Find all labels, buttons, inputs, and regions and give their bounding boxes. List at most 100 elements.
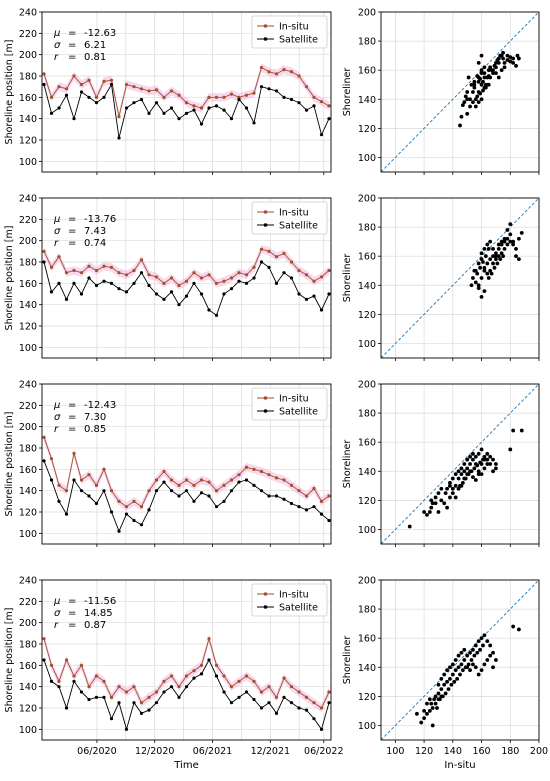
- data-point-insitu: [312, 486, 316, 491]
- data-point-insitu: [42, 72, 46, 76]
- data-point-insitu: [109, 265, 114, 269]
- data-point-satellite: [222, 292, 226, 296]
- scatter-point: [479, 668, 484, 673]
- scatter-point: [479, 68, 484, 73]
- data-point-satellite: [259, 489, 264, 493]
- scatter-point: [466, 75, 471, 80]
- data-point-insitu: [237, 473, 241, 477]
- scatter-point: [452, 679, 457, 684]
- data-point-satellite: [184, 111, 189, 115]
- legend-box: [251, 387, 328, 421]
- scatter-point: [433, 501, 438, 506]
- scatter-point: [496, 242, 501, 247]
- scatter-point: [430, 706, 435, 710]
- stat-value: 0.85: [84, 424, 106, 435]
- series-line-satellite: [43, 659, 330, 731]
- series-line-satellite: [43, 83, 330, 139]
- scatter-point: [460, 103, 465, 107]
- data-point-insitu: [94, 674, 99, 678]
- axes-frame: [380, 579, 540, 741]
- scatter-point: [491, 650, 495, 655]
- y-tick-label: 100: [19, 157, 37, 168]
- data-point-satellite: [289, 701, 294, 705]
- data-point-satellite: [214, 674, 219, 678]
- scatter-point: [436, 691, 441, 696]
- x-tick-label: 180: [501, 746, 519, 757]
- scatter-point: [514, 254, 518, 259]
- data-point-satellite: [132, 101, 136, 105]
- y-tick-label: 200: [358, 8, 376, 19]
- scatter-point: [479, 276, 484, 280]
- data-point-insitu: [42, 435, 46, 439]
- data-point-satellite: [304, 108, 309, 112]
- scatter-point: [472, 85, 477, 90]
- stat-value: -13.76: [84, 214, 116, 225]
- data-point-insitu: [64, 658, 69, 662]
- data-point-insitu: [49, 663, 54, 667]
- scatter-point: [439, 677, 444, 681]
- data-point-insitu: [192, 483, 196, 487]
- x-axis-label: Time: [173, 760, 198, 771]
- data-point-satellite: [57, 281, 61, 285]
- scatter-point: [519, 231, 524, 235]
- data-point-insitu: [192, 271, 196, 275]
- data-point-satellite: [304, 297, 309, 301]
- scatter-point: [496, 61, 501, 65]
- data-point-insitu: [87, 264, 91, 268]
- scatter-point: [479, 251, 484, 256]
- data-point-insitu: [289, 260, 294, 264]
- data-point-satellite: [177, 117, 181, 121]
- scatter-point: [488, 65, 493, 70]
- data-point-satellite: [169, 290, 174, 294]
- data-point-satellite: [109, 281, 114, 285]
- scatter-point: [499, 251, 504, 256]
- scatter-point: [456, 653, 461, 658]
- insitu-uncertainty-band: [44, 433, 329, 511]
- scatter-point: [483, 82, 488, 87]
- data-point-satellite: [267, 87, 271, 91]
- y-tick-label: 220: [19, 597, 37, 608]
- scatter-point: [495, 58, 500, 62]
- data-point-satellite: [297, 706, 301, 710]
- data-point-satellite: [87, 494, 91, 498]
- scatter-point: [436, 682, 441, 687]
- data-point-satellite: [117, 136, 121, 140]
- scatter-point: [475, 463, 480, 468]
- scatter-panel-2: 100 120 140 160 180 200 Shoreliner: [342, 194, 540, 361]
- scatter-point: [429, 498, 434, 503]
- y-tick-label: 160: [358, 66, 376, 77]
- scatter-point: [476, 451, 481, 456]
- stat-symbol: μ: [53, 214, 60, 225]
- scatter-point: [505, 53, 510, 58]
- y-tick-label: 160: [19, 279, 37, 290]
- data-point-satellite: [147, 508, 151, 512]
- y-tick-label: 180: [19, 258, 37, 269]
- y-tick-label: 140: [19, 300, 37, 311]
- scatter-point: [498, 53, 503, 58]
- data-point-satellite: [162, 111, 166, 115]
- scatter-point: [425, 701, 429, 706]
- data-point-insitu: [207, 273, 211, 277]
- scatter-point: [453, 472, 458, 477]
- data-point-insitu: [79, 271, 84, 275]
- data-point-satellite: [124, 290, 129, 294]
- data-point-satellite: [87, 697, 91, 702]
- y-tick-label: 140: [358, 467, 376, 478]
- scatter-point: [491, 247, 495, 251]
- scatter-point: [439, 498, 444, 503]
- data-point-satellite: [79, 292, 84, 296]
- data-point-insitu: [154, 478, 159, 482]
- stat-equals: =: [68, 412, 76, 423]
- scatter-point: [471, 457, 475, 462]
- scatter-point: [502, 236, 507, 241]
- scatter-point: [502, 239, 507, 244]
- scatter-point: [511, 61, 516, 65]
- y-tick-label: 120: [19, 704, 37, 715]
- data-point-satellite: [244, 690, 249, 694]
- scatter-point: [494, 466, 498, 471]
- y-tick-label: 200: [358, 380, 376, 391]
- scatter-point: [446, 687, 451, 691]
- data-point-satellite: [79, 90, 84, 94]
- scatter-point: [445, 486, 449, 491]
- scatter-point: [433, 694, 438, 699]
